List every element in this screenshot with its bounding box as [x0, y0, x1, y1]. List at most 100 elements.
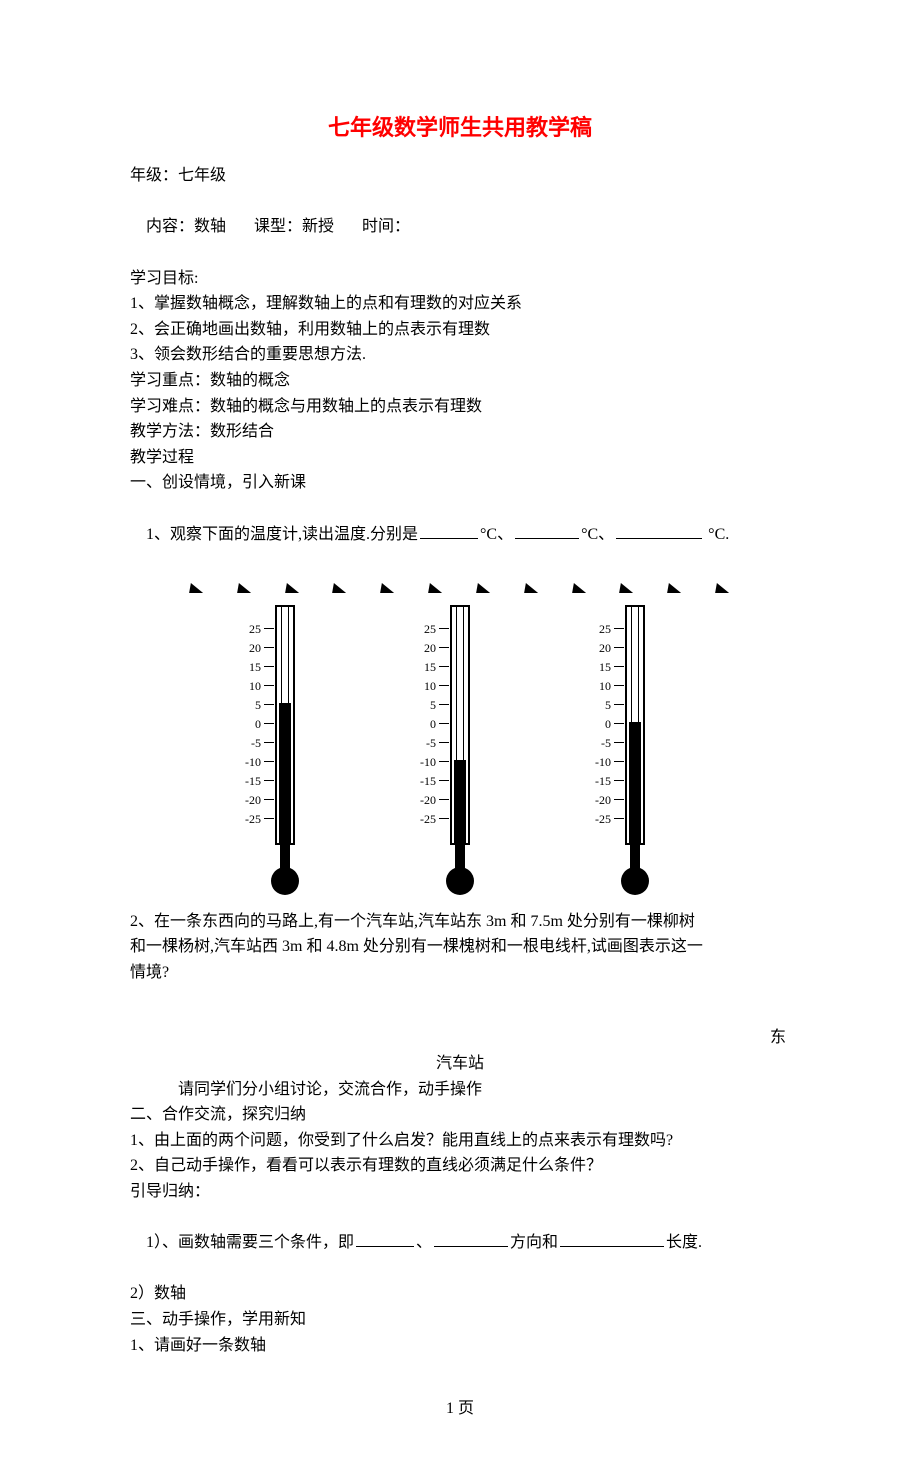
scale-tick: -15	[245, 775, 274, 787]
question-1: 1、观察下面的温度计,读出温度.分别是°C、°C、 °C.	[130, 496, 790, 573]
scale-tick: 5	[430, 699, 449, 711]
tick-mark	[614, 742, 624, 743]
scale-tick: -10	[595, 756, 624, 768]
blank-cond-c	[560, 1230, 664, 1247]
blank-temp-3	[616, 522, 702, 539]
scale-label: -15	[595, 775, 611, 787]
thermometer-bulb	[271, 867, 299, 895]
arrow-icon	[285, 583, 301, 593]
blank-temp-2	[515, 522, 579, 539]
objectives-header: 学习目标:	[130, 266, 790, 292]
tick-mark	[439, 723, 449, 724]
tick-mark	[264, 761, 274, 762]
arrow-icon	[333, 583, 349, 593]
scale-label: 10	[424, 680, 436, 692]
induce-label: 引导归纳：	[130, 1179, 790, 1205]
thermometer-inner-line	[281, 607, 289, 843]
scale-tick: 10	[249, 680, 274, 692]
scale-tick: -20	[420, 794, 449, 806]
thermometer-scale: 2520151050-5-10-15-20-25	[409, 629, 449, 819]
scale-label: 15	[599, 661, 611, 673]
thermometer-bulb	[621, 867, 649, 895]
thermometer-tube	[275, 605, 295, 845]
scale-label: -10	[595, 756, 611, 768]
tick-mark	[614, 666, 624, 667]
scale-label: 0	[255, 718, 261, 730]
blank-temp-1	[420, 522, 478, 539]
discuss-line: 请同学们分小组讨论，交流合作，动手操作	[130, 1077, 790, 1103]
scale-label: -5	[601, 737, 611, 749]
scale-label: 10	[599, 680, 611, 692]
page-number: 1 页	[130, 1396, 790, 1422]
scale-label: 0	[605, 718, 611, 730]
objective-1: 1、掌握数轴概念，理解数轴上的点和有理数的对应关系	[130, 291, 790, 317]
page-title: 七年级数学师生共用教学稿	[130, 110, 790, 145]
arrow-icon	[237, 583, 253, 593]
east-label: 东	[130, 1025, 790, 1051]
scale-label: 5	[605, 699, 611, 711]
grade-line: 年级：七年级	[130, 163, 790, 189]
tick-mark	[614, 628, 624, 629]
arrow-icon	[572, 583, 588, 593]
station-label: 汽车站	[130, 1051, 790, 1077]
scale-tick: 20	[599, 642, 624, 654]
deg-3: °C.	[708, 526, 729, 543]
tick-mark	[264, 723, 274, 724]
tick-mark	[439, 818, 449, 819]
scale-tick: 15	[599, 661, 624, 673]
scale-tick: -25	[245, 813, 274, 825]
tick-mark	[264, 742, 274, 743]
tick-mark	[614, 647, 624, 648]
tick-mark	[264, 818, 274, 819]
scale-tick: 25	[599, 623, 624, 635]
tick-mark	[614, 723, 624, 724]
scale-label: 5	[255, 699, 261, 711]
scale-tick: -10	[420, 756, 449, 768]
content-label: 内容：数轴	[146, 218, 226, 235]
blank-cond-a	[356, 1230, 414, 1247]
scale-label: -15	[420, 775, 436, 787]
document-page: 七年级数学师生共用教学稿 年级：七年级 内容：数轴 课型：新授 时间： 学习目标…	[0, 0, 920, 1462]
thermometer: 2520151050-5-10-15-20-25	[415, 605, 505, 895]
thermometer-scale: 2520151050-5-10-15-20-25	[234, 629, 274, 819]
scale-label: 15	[249, 661, 261, 673]
cond-pre: 1）、画数轴需要三个条件，即	[146, 1234, 354, 1251]
scale-tick: 10	[599, 680, 624, 692]
scale-tick: 25	[424, 623, 449, 635]
tick-mark	[439, 647, 449, 648]
thermometer-inner-line	[631, 607, 639, 843]
s2-question-1: 1、由上面的两个问题，你受到了什么启发？能用直线上的点来表示有理数吗?	[130, 1128, 790, 1154]
scale-label: 15	[424, 661, 436, 673]
scale-tick: -25	[595, 813, 624, 825]
scale-label: 20	[249, 642, 261, 654]
scale-tick: 10	[424, 680, 449, 692]
section-3-header: 三、动手操作，学用新知	[130, 1307, 790, 1333]
scale-tick: -5	[601, 737, 624, 749]
tick-mark	[439, 704, 449, 705]
tick-mark	[614, 704, 624, 705]
cond-mid: 方向和	[510, 1234, 558, 1251]
scale-label: -20	[420, 794, 436, 806]
scale-label: -10	[420, 756, 436, 768]
arrow-icon	[428, 583, 444, 593]
thermometer-scale: 2520151050-5-10-15-20-25	[584, 629, 624, 819]
condition-line: 1）、画数轴需要三个条件，即、方向和长度.	[130, 1205, 790, 1282]
scale-tick: 15	[424, 661, 449, 673]
scale-label: 25	[249, 623, 261, 635]
spacer	[130, 985, 790, 1025]
tick-mark	[439, 761, 449, 762]
tick-mark	[439, 799, 449, 800]
s3-question-1: 1、请画好一条数轴	[130, 1333, 790, 1359]
tick-mark	[614, 780, 624, 781]
thermometer: 2520151050-5-10-15-20-25	[240, 605, 330, 895]
section-2-header: 二、合作交流，探究归纳	[130, 1102, 790, 1128]
tick-mark	[264, 628, 274, 629]
time-label: 时间：	[362, 218, 410, 235]
scale-tick: 20	[424, 642, 449, 654]
thermometer-row: 2520151050-5-10-15-20-252520151050-5-10-…	[240, 605, 680, 903]
tick-mark	[439, 666, 449, 667]
scale-label: -25	[420, 813, 436, 825]
thermometer-tube	[450, 605, 470, 845]
arrow-row	[190, 583, 730, 593]
deg-1: °C、	[480, 526, 513, 543]
